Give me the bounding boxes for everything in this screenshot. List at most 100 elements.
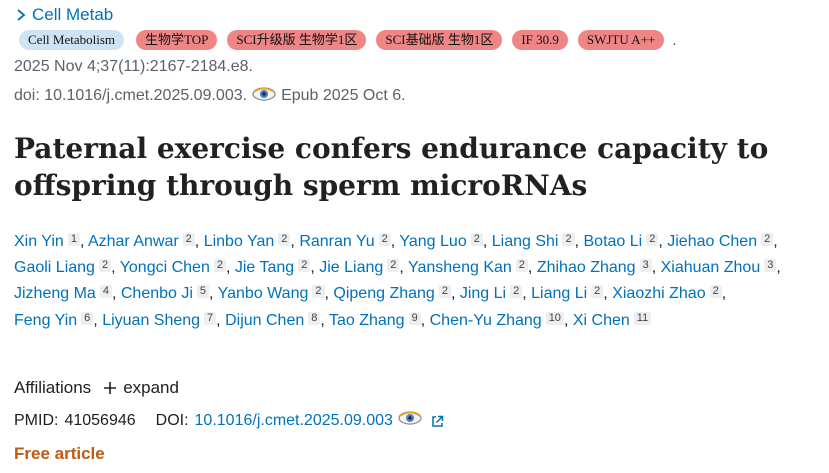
author-name-link[interactable]: Xi Chen [572,311,630,329]
author-name-link[interactable]: Liang Shi [491,233,559,250]
author-name-link[interactable]: Chen-Yu Zhang [429,311,542,329]
author-separator: , [482,233,488,250]
author-item: Xiaozhi Zhao 2, [612,285,726,302]
author-item: Zhihao Zhang 3, [537,259,656,276]
affiliation-number[interactable]: 3 [639,259,652,273]
affiliations-label: Affiliations [14,378,92,397]
affiliation-number[interactable]: 11 [633,311,652,325]
author-name-link[interactable]: Yansheng Kan [408,259,512,277]
badge-3[interactable]: SCI基础版 生物1区 [376,30,503,50]
author-name-link[interactable]: Jie Tang [234,259,295,277]
badge-0[interactable]: Cell Metabolism [19,30,125,50]
affiliation-number[interactable]: 2 [387,259,400,273]
affiliation-number[interactable]: 2 [182,233,195,246]
affiliation-number[interactable]: 7 [204,311,217,325]
affiliation-number[interactable]: 4 [99,285,112,299]
author-item: Botao Li 2, [584,233,663,250]
affiliation-number[interactable]: 2 [98,259,112,273]
journal-row: Cell Metab [14,5,113,25]
author-name-link[interactable]: Botao Li [583,233,643,250]
free-article-label[interactable]: Free article [14,444,105,463]
affiliation-number[interactable]: 5 [196,285,210,299]
author-separator: , [324,285,329,303]
affiliation-number[interactable]: 2 [709,285,722,299]
affiliation-number[interactable]: 2 [515,259,528,273]
author-separator: , [111,259,116,277]
affiliation-number[interactable]: 6 [81,311,94,325]
badge-4[interactable]: IF 30.9 [512,30,568,50]
author-item: Jiehao Chen 2, [667,233,778,250]
affiliation-number[interactable]: 2 [591,285,604,299]
author-item: Dijun Chen 8, [225,311,325,329]
author-name-link[interactable]: Feng Yin [14,311,78,329]
author-name-link[interactable]: Jizheng Ma [14,285,96,303]
author-name-link[interactable]: Jiehao Chen [667,233,758,250]
author-name-link[interactable]: Ranran Yu [299,233,375,250]
affiliation-number[interactable]: 2 [213,259,226,273]
author-separator: , [776,259,781,277]
author-name-link[interactable]: Jing Li [459,285,507,303]
badge-2[interactable]: SCI升级版 生物学1区 [227,30,367,50]
author-separator: , [399,259,404,277]
author-name-link[interactable]: Yanbo Wang [217,285,309,303]
affiliation-number[interactable]: 2 [510,285,523,299]
author-item: Jizheng Ma 4, [14,285,116,302]
affiliation-number[interactable]: 2 [562,233,575,246]
external-link-icon[interactable] [431,415,444,428]
author-separator: , [194,233,200,250]
epub-date: Epub 2025 Oct 6. [281,87,406,104]
author-name-link[interactable]: Jie Liang [319,259,384,277]
plus-icon[interactable] [103,381,117,395]
author-item: Chenbo Ji 5, [120,285,213,303]
author-name-link[interactable]: Zhihao Zhang [536,259,636,277]
badge-1[interactable]: 生物学TOP [136,30,218,50]
author-separator: , [111,285,117,303]
expand-link[interactable]: expand [123,378,179,397]
affiliation-number[interactable]: 2 [298,259,311,273]
author-separator: , [651,259,657,277]
affiliation-number[interactable]: 2 [378,233,391,246]
author-name-link[interactable]: Dijun Chen [225,311,305,329]
journal-link[interactable]: Cell Metab [32,5,114,24]
author-name-link[interactable]: Liyuan Sheng [102,311,201,329]
chevron-right-icon[interactable] [14,8,28,22]
author-name-link[interactable]: Qipeng Zhang [333,285,435,303]
author-name-link[interactable]: Linbo Yan [203,233,275,250]
author-name-link[interactable]: Azhar Anwar [87,233,179,250]
author-name-link[interactable]: Xiaozhi Zhao [612,285,706,303]
author-name-link[interactable]: Yang Luo [399,233,467,250]
affiliations-toggle[interactable]: Affiliations expand [14,378,179,398]
affiliation-number[interactable]: 2 [278,233,291,246]
author-separator: , [563,311,569,329]
author-name-link[interactable]: Yongci Chen [119,259,210,277]
affiliation-number[interactable]: 2 [646,233,659,246]
affiliation-number[interactable]: 1 [67,233,80,246]
author-item: Feng Yin 6, [14,311,98,329]
badge-5[interactable]: SWJTU A++ [577,30,665,50]
author-separator: , [79,233,85,250]
affiliation-number[interactable]: 2 [470,233,483,246]
eye-icon[interactable] [397,408,423,426]
affiliation-number[interactable]: 3 [764,259,777,273]
author-separator: , [522,285,527,303]
author-name-link[interactable]: Tao Zhang [328,311,405,329]
author-name-link[interactable]: Xin Yin [14,233,64,250]
author-item: Qipeng Zhang 2, [333,285,455,302]
affiliation-number[interactable]: 2 [438,285,451,299]
affiliation-number[interactable]: 2 [761,233,774,246]
author-name-link[interactable]: Chenbo Ji [120,285,193,303]
doi-link[interactable]: 10.1016/j.cmet.2025.09.003 [194,412,393,429]
affiliation-number[interactable]: 9 [408,311,421,325]
affiliation-number[interactable]: 10 [545,311,564,325]
author-item: Tao Zhang 9, [328,311,425,329]
author-item: Yang Luo 2, [399,233,487,250]
author-item: Xiahuan Zhou 3, [661,259,781,276]
affiliation-number[interactable]: 2 [312,285,325,299]
author-item: Linbo Yan 2, [204,233,295,250]
author-name-link[interactable]: Gaoli Liang [14,259,95,277]
author-name-link[interactable]: Xiahuan Zhou [660,259,761,277]
eye-icon[interactable] [251,84,277,102]
author-name-link[interactable]: Liang Li [531,285,588,303]
affiliation-number[interactable]: 8 [308,311,321,325]
